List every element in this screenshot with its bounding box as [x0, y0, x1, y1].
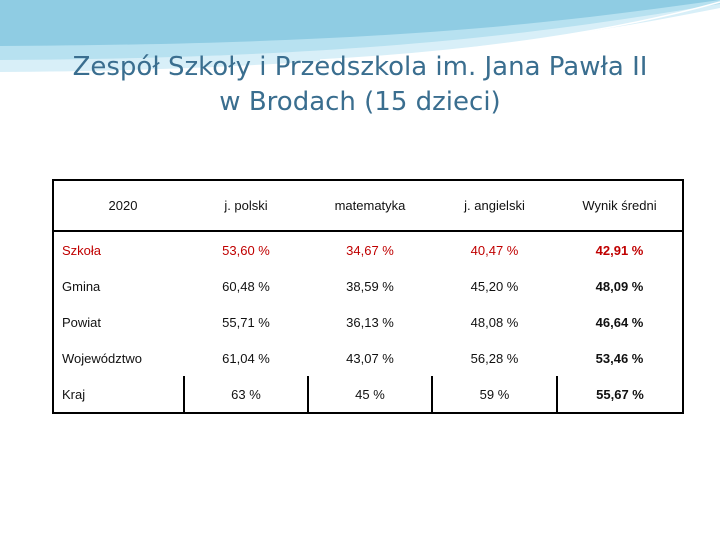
- table-header-row: 2020 j. polski matematyka j. angielski W…: [52, 179, 684, 232]
- header-english: j. angielski: [432, 179, 557, 232]
- cell-english: 45,20 %: [470, 278, 519, 294]
- row-label: Kraj: [52, 376, 184, 414]
- cell-math: 43,07 %: [346, 350, 394, 366]
- row-label: Szkoła: [52, 231, 184, 268]
- page-title: Zespół Szkoły i Przedszkola im. Jana Paw…: [40, 50, 680, 120]
- cell-polish: 55,71 %: [222, 314, 270, 330]
- cell-english: 40,47 %: [470, 242, 519, 258]
- header-average: Wynik średni: [557, 179, 684, 232]
- cell-polish: 53,60 %: [222, 242, 270, 258]
- cell-english: 59 %: [431, 376, 557, 414]
- results-table: 2020 j. polski matematyka j. angielski W…: [52, 179, 684, 414]
- header-year: 2020: [52, 179, 184, 232]
- table-row: Powiat 55,71 % 36,13 % 48,08 % 46,64 %: [52, 304, 684, 340]
- cell-math: 34,67 %: [346, 242, 394, 258]
- cell-english: 56,28 %: [470, 350, 519, 366]
- row-label: Województwo: [52, 340, 184, 376]
- row-label: Powiat: [52, 304, 184, 340]
- header-polish: j. polski: [184, 179, 308, 232]
- header-math: matematyka: [308, 179, 432, 232]
- cell-average: 53,46 %: [557, 340, 684, 376]
- cell-polish: 63 %: [183, 376, 308, 414]
- table-row: Gmina 60,48 % 38,59 % 45,20 % 48,09 %: [52, 268, 684, 304]
- table-row: Kraj 63 % 45 % 59 % 55,67 %: [52, 376, 684, 414]
- cell-average: 46,64 %: [557, 304, 684, 340]
- table-row: Szkoła 53,60 % 34,67 % 40,47 % 42,91 %: [52, 231, 684, 268]
- cell-average: 55,67 %: [556, 376, 684, 414]
- cell-math: 36,13 %: [346, 314, 394, 330]
- row-label: Gmina: [52, 268, 184, 304]
- cell-math: 45 %: [307, 376, 432, 414]
- header-wave-decoration: [0, 0, 720, 72]
- cell-polish: 61,04 %: [222, 350, 270, 366]
- cell-average: 48,09 %: [557, 268, 684, 304]
- cell-math: 38,59 %: [346, 278, 394, 294]
- cell-average: 42,91 %: [557, 231, 684, 268]
- title-line-1: Zespół Szkoły i Przedszkola im. Jana Paw…: [72, 52, 648, 82]
- title-line-2: w Brodach (15 dzieci): [219, 87, 501, 117]
- cell-polish: 60,48 %: [222, 278, 270, 294]
- cell-english: 48,08 %: [470, 314, 519, 330]
- table-row: Województwo 61,04 % 43,07 % 56,28 % 53,4…: [52, 340, 684, 376]
